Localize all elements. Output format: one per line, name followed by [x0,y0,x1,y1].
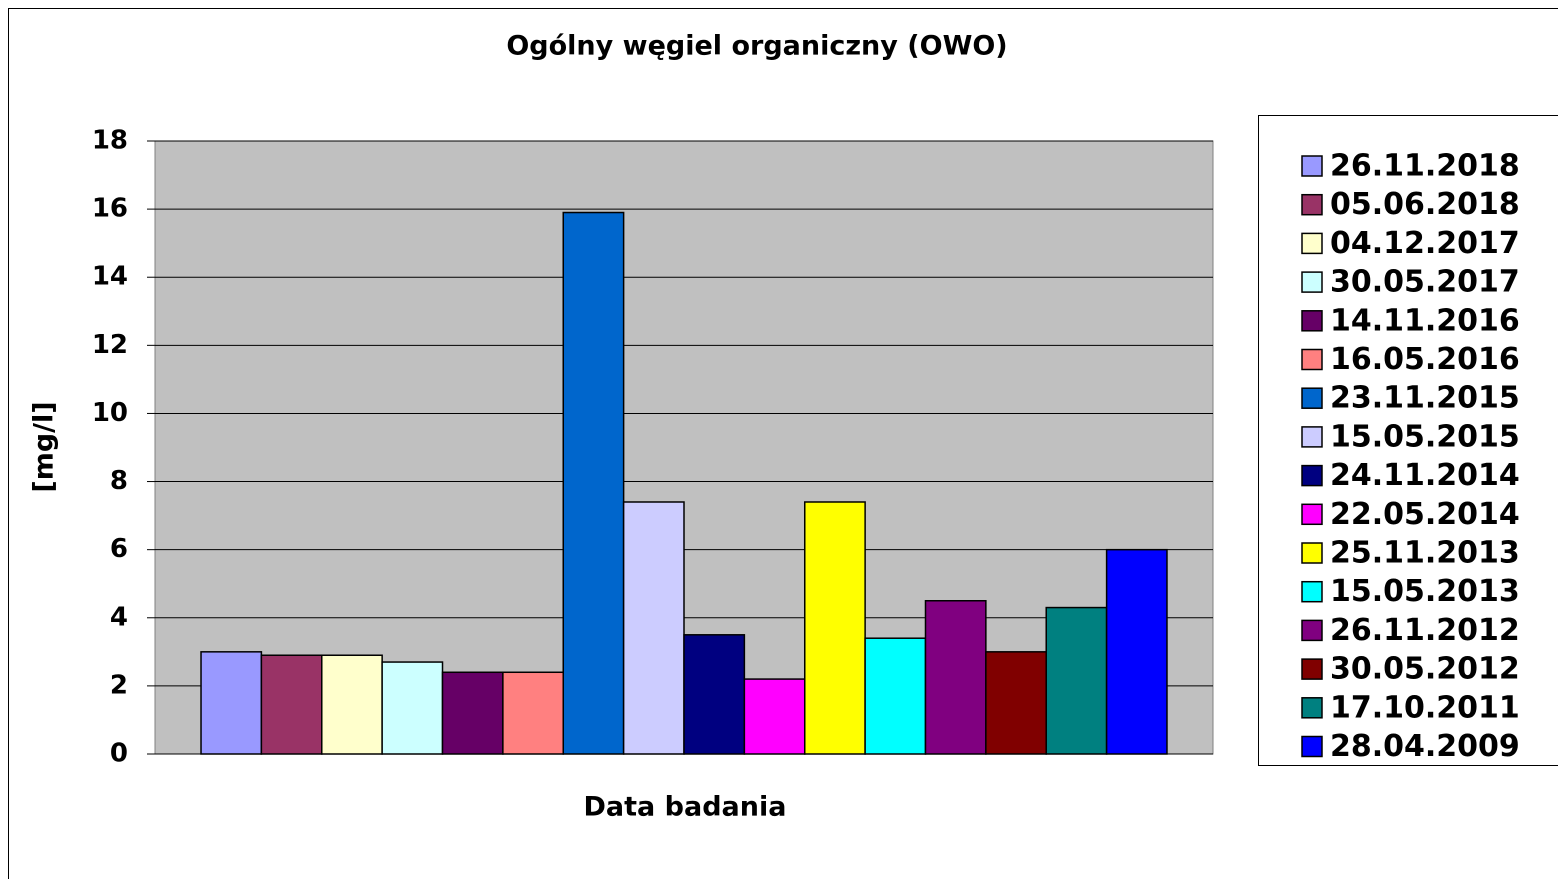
chart-title: Ogólny węgiel organiczny (OWO) [506,31,1007,62]
legend-swatch [1302,466,1322,486]
y-tick-label: 16 [92,194,128,224]
legend-label: 15.05.2013 [1330,574,1520,609]
legend-swatch [1302,427,1322,447]
legend-swatch [1302,737,1322,757]
y-tick-label: 0 [110,739,128,769]
y-axis-label: [mg/l] [29,401,60,492]
bar [1107,550,1167,754]
bar [503,672,563,754]
legend-label: 26.11.2012 [1330,613,1520,648]
legend-label: 25.11.2013 [1330,536,1520,571]
y-tick-label: 8 [110,466,128,496]
bar [563,213,623,754]
y-tick-label: 18 [92,126,128,156]
legend-swatch [1302,504,1322,524]
y-tick-label: 12 [92,330,128,360]
bar [382,662,442,754]
y-tick-label: 14 [92,262,128,292]
bar [624,502,684,754]
y-tick-label: 10 [92,398,128,428]
legend-swatch [1302,543,1322,563]
legend-label: 24.11.2014 [1330,458,1520,493]
bar [322,655,382,754]
legend-label: 17.10.2011 [1330,690,1520,725]
legend-swatch [1302,156,1322,176]
bar [744,679,804,754]
bar [865,638,925,754]
legend-label: 04.12.2017 [1330,226,1520,261]
bar [684,635,744,754]
legend-swatch [1302,311,1322,331]
bar [201,652,261,754]
y-tick-label: 2 [110,670,128,700]
bar [443,672,503,754]
legend-label: 28.04.2009 [1330,729,1520,764]
bar [925,601,985,754]
legend-swatch [1302,272,1322,292]
legend-label: 26.11.2018 [1330,149,1520,184]
x-axis-label: Data badania [584,792,787,823]
y-tick-label: 6 [110,534,128,564]
legend-label: 30.05.2012 [1330,652,1520,687]
legend-swatch [1302,582,1322,602]
legend-label: 16.05.2016 [1330,342,1520,377]
legend-swatch [1302,620,1322,640]
legend-swatch [1302,659,1322,679]
legend-label: 15.05.2015 [1330,419,1520,454]
legend-swatch [1302,698,1322,718]
legend-swatch [1302,350,1322,370]
legend-label: 22.05.2014 [1330,497,1520,532]
legend-swatch [1302,233,1322,253]
bar [261,655,321,754]
y-tick-label: 4 [110,602,128,632]
legend-swatch [1302,195,1322,215]
legend-swatch [1302,388,1322,408]
bar [1046,608,1106,754]
bar [805,502,865,754]
bar [986,652,1046,754]
legend-label: 05.06.2018 [1330,187,1520,222]
legend-label: 14.11.2016 [1330,303,1520,338]
legend-label: 30.05.2017 [1330,265,1520,300]
legend-label: 23.11.2015 [1330,381,1520,416]
